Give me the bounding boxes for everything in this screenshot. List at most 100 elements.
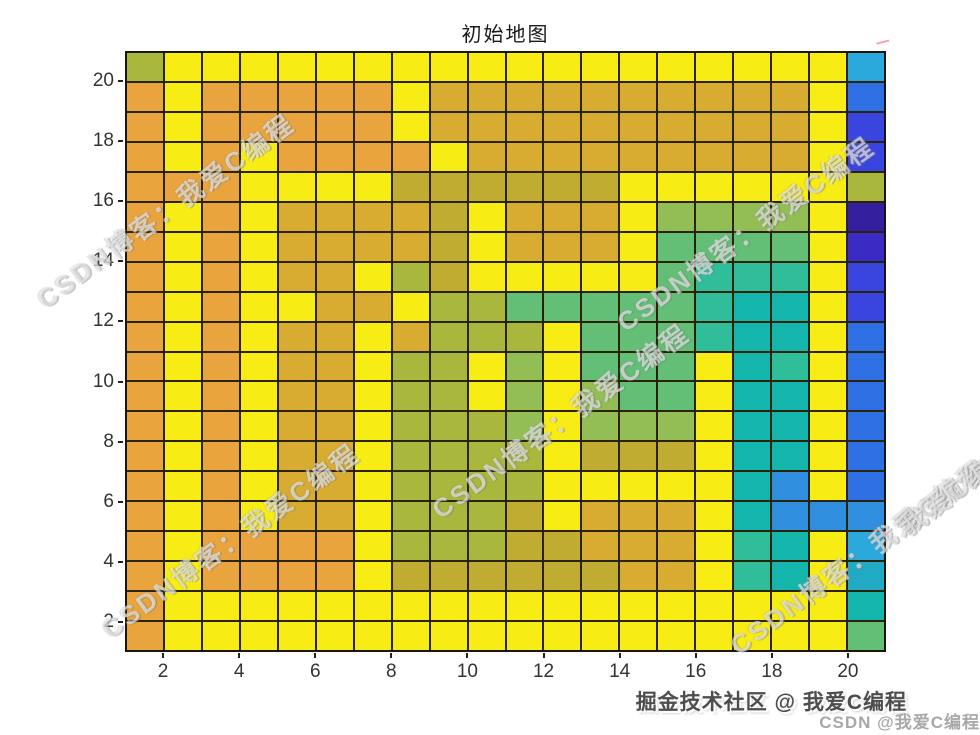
map-cell bbox=[164, 592, 201, 621]
map-cell bbox=[506, 172, 543, 201]
map-cell bbox=[772, 412, 809, 441]
map-cell bbox=[810, 172, 847, 201]
map-cell bbox=[506, 592, 543, 621]
map-cell bbox=[164, 472, 201, 501]
map-cell bbox=[127, 142, 163, 171]
map-cell bbox=[127, 112, 163, 141]
x-tick-mark bbox=[846, 653, 849, 658]
map-cell bbox=[620, 53, 657, 81]
map-cell bbox=[696, 142, 733, 171]
y-tick-label: 4 bbox=[103, 550, 114, 572]
map-cell bbox=[278, 532, 315, 561]
y-tick-mark bbox=[118, 440, 123, 443]
map-cell bbox=[772, 322, 809, 351]
map-cell bbox=[240, 172, 277, 201]
map-cell bbox=[316, 532, 353, 561]
map-cell bbox=[392, 352, 429, 381]
map-cell bbox=[658, 82, 695, 111]
map-cell bbox=[430, 622, 467, 650]
plot-title: 初始地图 bbox=[461, 24, 550, 46]
map-cell bbox=[164, 53, 201, 81]
map-cell bbox=[620, 352, 657, 381]
y-tick-label: 14 bbox=[92, 250, 114, 272]
map-cell bbox=[772, 142, 809, 171]
map-cell bbox=[392, 172, 429, 201]
map-cell bbox=[772, 382, 809, 411]
map-cell bbox=[848, 202, 884, 231]
map-cell bbox=[544, 292, 581, 321]
map-cell bbox=[164, 562, 201, 591]
map-cell bbox=[240, 592, 277, 621]
map-cell bbox=[202, 532, 239, 561]
map-cell bbox=[810, 412, 847, 441]
map-cell bbox=[468, 322, 505, 351]
map-cell bbox=[278, 202, 315, 231]
map-cell bbox=[316, 202, 353, 231]
map-cell bbox=[848, 412, 884, 441]
map-cell bbox=[354, 532, 391, 561]
y-tick-label: 16 bbox=[92, 190, 114, 212]
x-tick-mark bbox=[390, 653, 393, 658]
map-cell bbox=[392, 53, 429, 81]
x-tick-mark bbox=[770, 653, 773, 658]
map-cell bbox=[430, 442, 467, 471]
map-cell bbox=[202, 172, 239, 201]
map-cell bbox=[582, 172, 619, 201]
map-cell bbox=[582, 442, 619, 471]
map-cell bbox=[734, 142, 771, 171]
map-cell bbox=[810, 622, 847, 650]
map-cell bbox=[810, 53, 847, 81]
map-cell bbox=[278, 142, 315, 171]
map-cell bbox=[658, 472, 695, 501]
map-cell bbox=[658, 292, 695, 321]
map-cell bbox=[278, 622, 315, 650]
map-cell bbox=[848, 592, 884, 621]
x-tick-label: 12 bbox=[532, 661, 555, 682]
map-cell bbox=[848, 502, 884, 531]
map-cell bbox=[430, 472, 467, 501]
y-tick-mark bbox=[118, 80, 123, 83]
map-cell bbox=[127, 502, 163, 531]
y-tick-mark bbox=[118, 380, 123, 383]
map-cell bbox=[734, 172, 771, 201]
map-cell bbox=[772, 352, 809, 381]
map-cell bbox=[202, 53, 239, 81]
map-cell bbox=[582, 82, 619, 111]
map-cell bbox=[164, 382, 201, 411]
map-cell bbox=[392, 412, 429, 441]
map-cell bbox=[127, 172, 163, 201]
map-cell bbox=[430, 53, 467, 81]
y-tick-label: 12 bbox=[92, 310, 114, 332]
map-cell bbox=[810, 352, 847, 381]
map-cell bbox=[202, 352, 239, 381]
map-cell bbox=[810, 592, 847, 621]
map-cell bbox=[658, 352, 695, 381]
map-cell bbox=[544, 502, 581, 531]
map-cell bbox=[354, 502, 391, 531]
map-cell bbox=[582, 142, 619, 171]
map-cell bbox=[734, 622, 771, 650]
map-cell bbox=[620, 292, 657, 321]
map-cell bbox=[506, 382, 543, 411]
x-tick-mark bbox=[694, 653, 697, 658]
x-tick-mark bbox=[618, 653, 621, 658]
x-tick-mark bbox=[314, 653, 317, 658]
map-cell bbox=[848, 472, 884, 501]
map-cell bbox=[620, 562, 657, 591]
map-cell bbox=[392, 532, 429, 561]
map-cell bbox=[164, 622, 201, 650]
map-cell bbox=[240, 622, 277, 650]
y-tick-mark bbox=[118, 500, 123, 503]
map-cell bbox=[240, 412, 277, 441]
map-cell bbox=[468, 472, 505, 501]
map-cell bbox=[430, 322, 467, 351]
map-cell bbox=[696, 112, 733, 141]
map-cell bbox=[696, 352, 733, 381]
map-cell bbox=[430, 82, 467, 111]
map-cell bbox=[240, 292, 277, 321]
map-cell bbox=[354, 412, 391, 441]
map-cell bbox=[848, 262, 884, 291]
map-cell bbox=[810, 322, 847, 351]
map-cell bbox=[430, 562, 467, 591]
map-cell bbox=[658, 53, 695, 81]
